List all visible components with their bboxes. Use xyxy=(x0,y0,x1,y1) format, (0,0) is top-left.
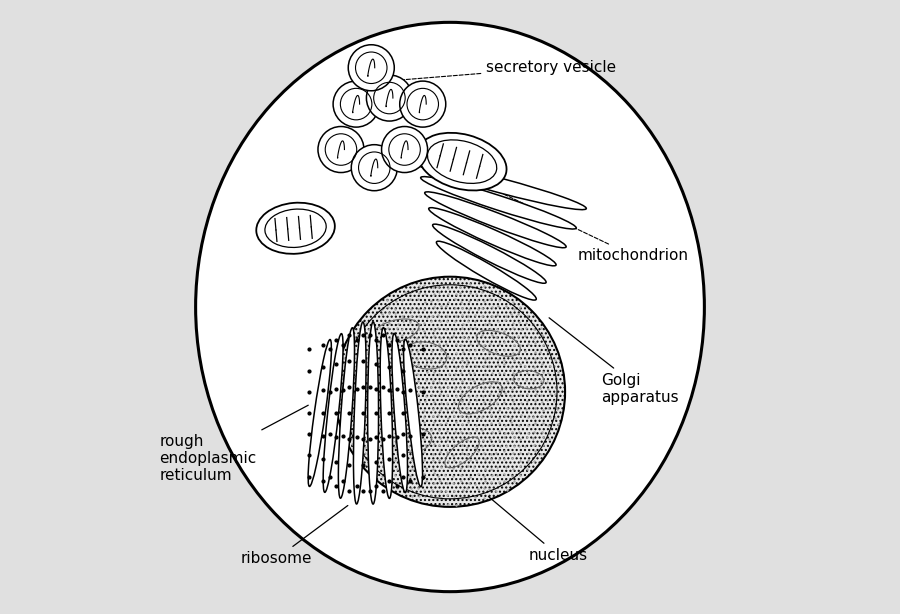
Text: mitochondrion: mitochondrion xyxy=(489,187,688,263)
Ellipse shape xyxy=(417,162,586,209)
Ellipse shape xyxy=(420,177,576,229)
Ellipse shape xyxy=(382,126,427,173)
Ellipse shape xyxy=(335,277,565,507)
Ellipse shape xyxy=(351,145,397,191)
Ellipse shape xyxy=(333,81,379,127)
Ellipse shape xyxy=(403,339,422,487)
Ellipse shape xyxy=(338,328,355,498)
Ellipse shape xyxy=(436,241,536,300)
Ellipse shape xyxy=(308,340,331,486)
Ellipse shape xyxy=(433,224,546,283)
Text: Golgi
apparatus: Golgi apparatus xyxy=(549,318,679,405)
Ellipse shape xyxy=(428,208,556,266)
Ellipse shape xyxy=(367,322,379,504)
Text: ribosome: ribosome xyxy=(241,505,347,566)
Ellipse shape xyxy=(400,81,446,127)
Ellipse shape xyxy=(418,133,507,190)
Ellipse shape xyxy=(425,192,566,248)
Ellipse shape xyxy=(195,22,705,592)
Ellipse shape xyxy=(318,126,364,173)
Text: rough
endoplasmic
reticulum: rough endoplasmic reticulum xyxy=(159,405,308,483)
Ellipse shape xyxy=(354,322,366,504)
Ellipse shape xyxy=(380,328,392,499)
Ellipse shape xyxy=(366,75,412,121)
Text: nucleus: nucleus xyxy=(489,497,588,563)
Ellipse shape xyxy=(256,203,335,254)
Ellipse shape xyxy=(323,333,343,492)
Ellipse shape xyxy=(392,333,408,492)
Text: secretory vesicle: secretory vesicle xyxy=(404,60,616,80)
Ellipse shape xyxy=(348,45,394,91)
